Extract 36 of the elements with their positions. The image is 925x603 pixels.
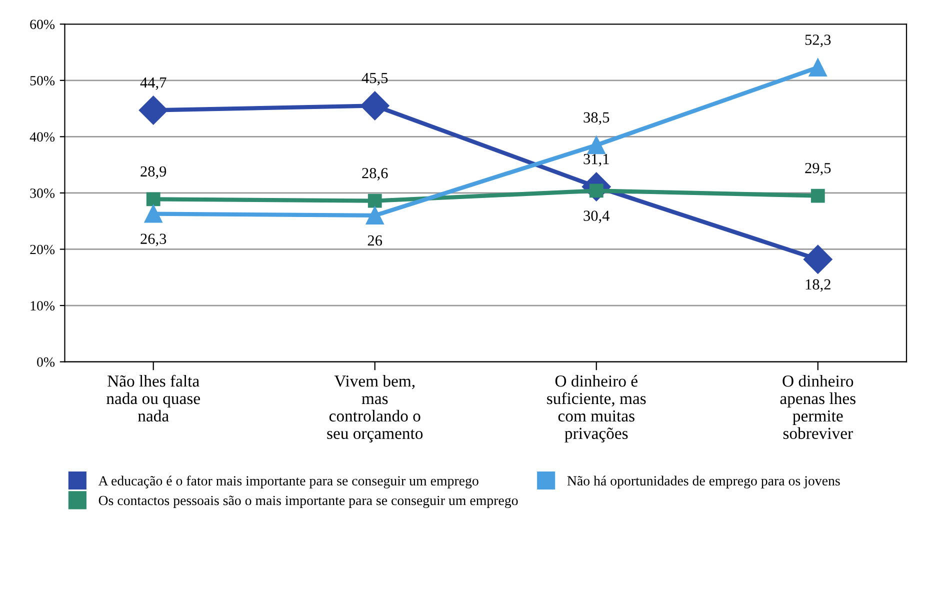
y-tick-label: 0%: [37, 357, 55, 367]
y-tick-label: 40%: [30, 132, 55, 142]
legend-label: A educação é o fator mais importante para se conseguir um emprego: [98, 476, 478, 488]
x-tick-label: O dinheiro é suficiente, mas com muitas privações: [547, 374, 646, 442]
x-tick-label: O dinheiro apenas lhes permite sobreviver: [780, 374, 856, 440]
point: [810, 188, 825, 203]
y-tick-label: 20%: [30, 244, 55, 254]
data-label: 26,3: [140, 234, 166, 246]
point: [138, 96, 168, 125]
x-tick-label: Vivem bem, mas controlando o seu orçamento: [327, 374, 423, 442]
data-label: 45,5: [362, 72, 388, 86]
legend-label: Os contactos pessoais são o mais importante para se conseguir um emprego: [98, 496, 518, 508]
point: [360, 91, 390, 120]
point: [368, 194, 382, 208]
point: [803, 244, 832, 274]
x-tick-label: Não lhes falta nada ou quase nada: [106, 374, 200, 422]
point: [808, 58, 827, 76]
data-label: 28,9: [140, 166, 166, 179]
data-label: 38,5: [584, 112, 610, 125]
y-tick-label: 50%: [30, 76, 55, 86]
data-label: 31,1: [584, 154, 609, 166]
data-label: 44,7: [140, 77, 166, 90]
y-tick-label: 10%: [30, 301, 55, 311]
legend-label: Não há oportunidades de emprego para os jovens: [567, 476, 840, 488]
y-tick-label: 30%: [30, 188, 55, 198]
data-label: 30,4: [584, 210, 610, 224]
data-label: 29,5: [805, 162, 831, 176]
point: [587, 136, 606, 154]
point: [146, 192, 160, 206]
point: [144, 204, 162, 223]
y-tick-label: 60%: [30, 20, 55, 30]
data-label: 52,3: [805, 34, 831, 48]
data-label: 26: [368, 235, 382, 246]
data-label: 18,2: [806, 279, 830, 292]
data-label: 28,6: [362, 168, 388, 180]
point: [366, 206, 384, 224]
